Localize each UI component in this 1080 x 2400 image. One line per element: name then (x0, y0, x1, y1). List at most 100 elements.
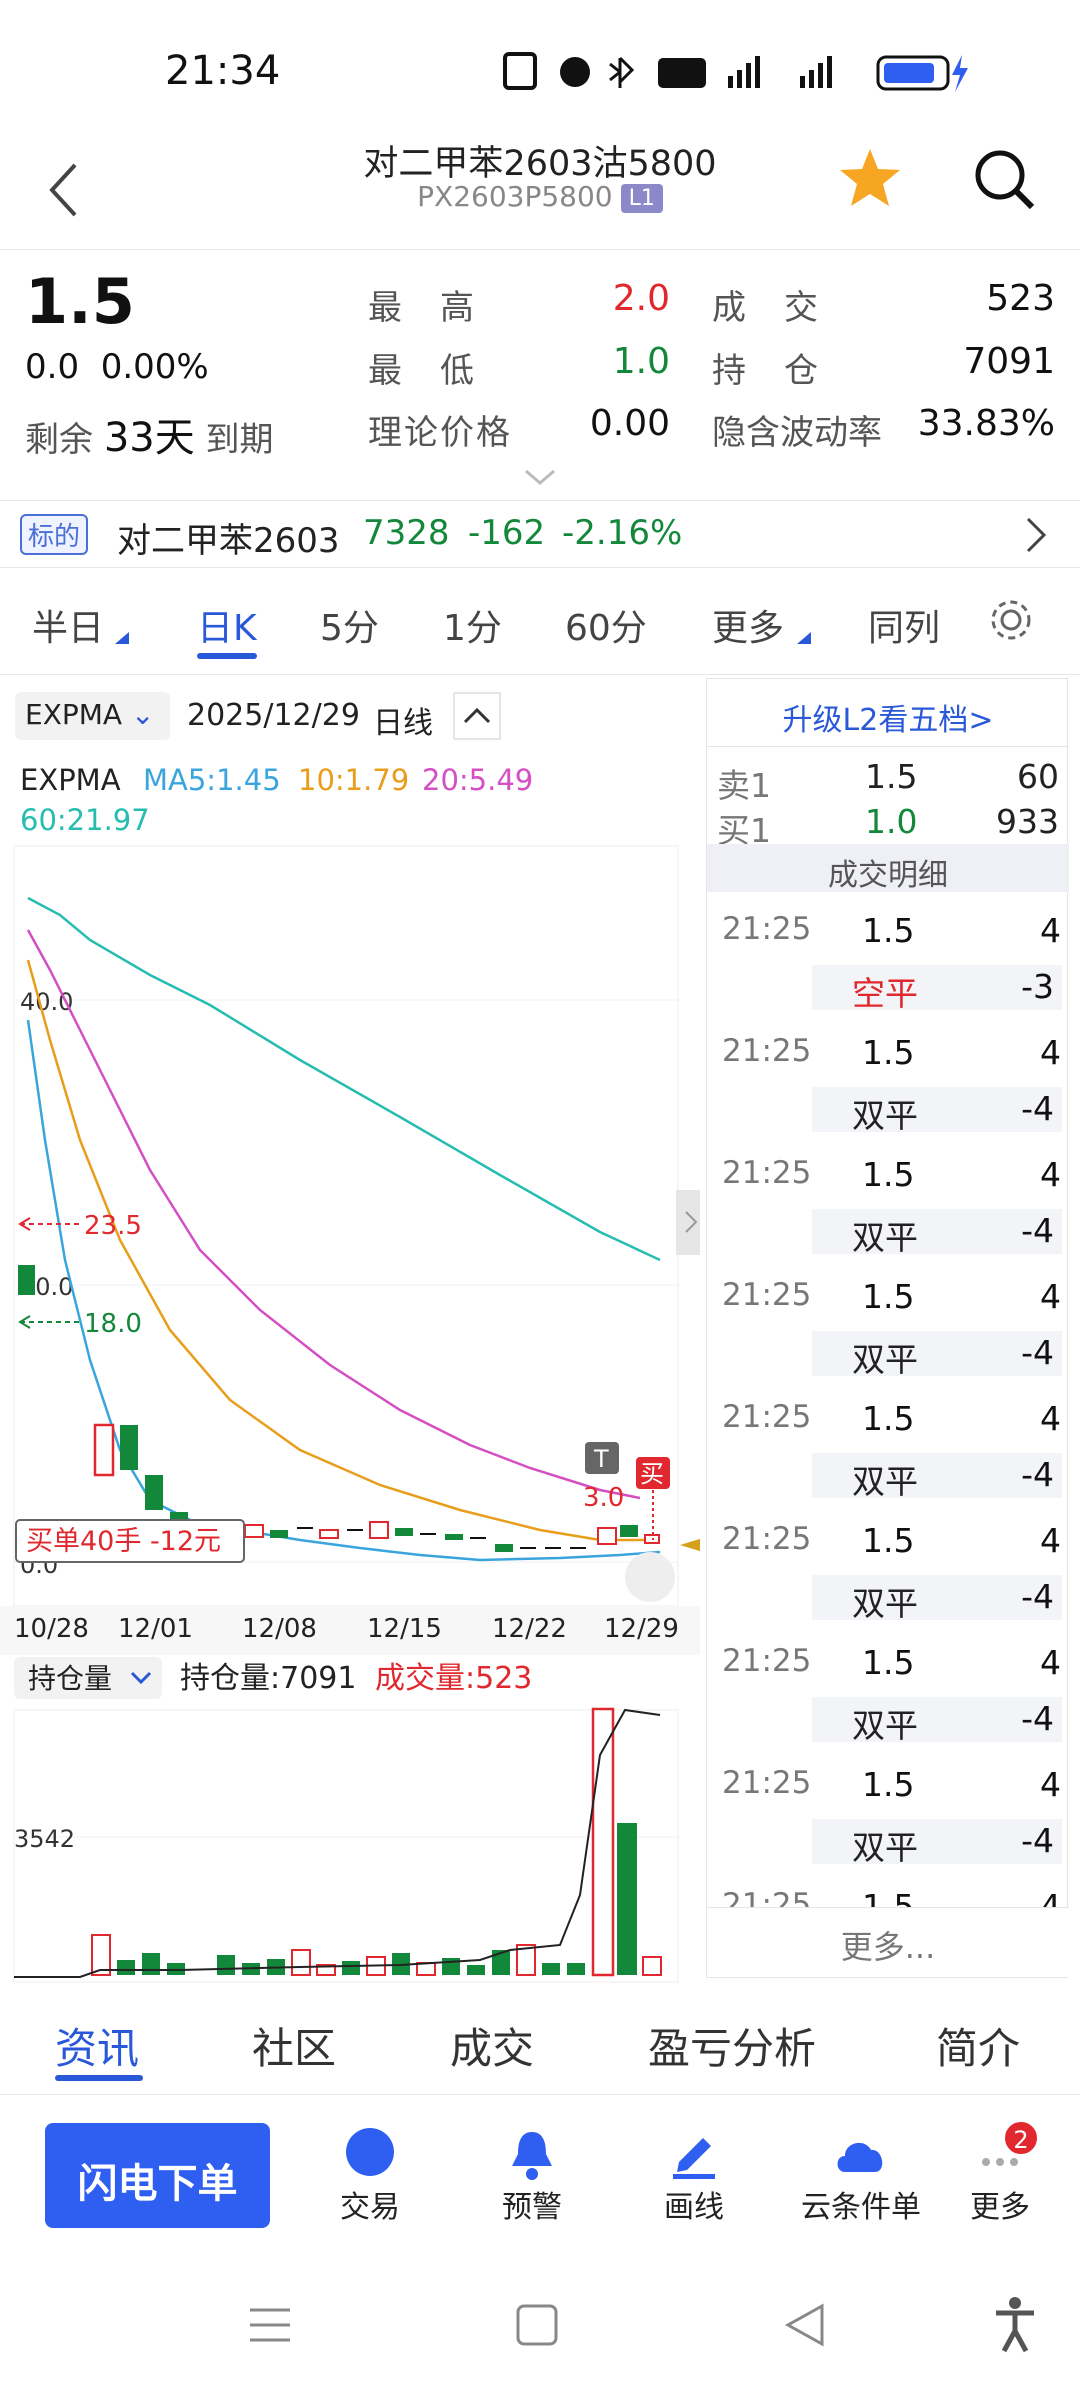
trade-time: 21:25 (722, 911, 812, 947)
x-label: 12/01 (118, 1614, 193, 1644)
trade-price: 1.5 (862, 911, 915, 950)
volume-total: 成交量:523 (375, 1661, 532, 1696)
candle (620, 1525, 638, 1537)
trade-action[interactable]: 交易 (300, 2128, 440, 2226)
ma10-value: 10:1.79 (298, 763, 410, 797)
trade-price: 1.5 (862, 1155, 915, 1194)
trade-qty: 4 (1040, 1399, 1061, 1438)
ma-label: EXPMA (20, 763, 121, 797)
candle (395, 1528, 413, 1536)
back-icon[interactable] (40, 150, 90, 230)
trade-qty: 4 (1040, 911, 1061, 950)
content-tabs: 资讯 社区 成交 盈亏分析 简介 (0, 1995, 1080, 2095)
search-icon[interactable] (970, 145, 1040, 215)
trade-qty: 4 (1040, 1277, 1061, 1316)
collapse-chevron-up-icon[interactable] (453, 692, 501, 740)
draw-action[interactable]: 画线 (624, 2128, 764, 2226)
order-book-panel: 升级L2看五档> 卖1 1.5 60 买1 1.0 933 成交明细 21:25… (706, 678, 1069, 1978)
candle (319, 1529, 339, 1539)
chevron-down-icon: ⌄ (130, 698, 155, 731)
underlying-change-pct: -2.16% (562, 513, 683, 553)
pen-icon (673, 2138, 715, 2179)
sell1-label: 卖1 (717, 766, 771, 805)
candle (93, 1423, 115, 1477)
indicator-selector[interactable]: EXPMA ⌄ (15, 692, 170, 740)
trade-kind-cell: 双平 -4 (812, 1697, 1062, 1745)
trade-icon (346, 2128, 394, 2176)
tab-half-day[interactable]: 半日 (32, 608, 105, 649)
open-interest-chart[interactable]: 持仓量 持仓量:7091 成交量:523 3542 (0, 1655, 700, 1985)
volume-bar (316, 1964, 336, 1976)
more-action[interactable]: 更多 (930, 2128, 1070, 2226)
trade-kind-cell: 双平 -4 (812, 1575, 1062, 1623)
order-note-box[interactable] (15, 1519, 245, 1563)
last-price: 1.5 (25, 265, 135, 338)
tab-daily-k[interactable]: 日K (197, 608, 257, 649)
x-axis-band (0, 1606, 700, 1655)
upgrade-l2-link[interactable]: 升级L2看五档> (707, 679, 1069, 747)
trade-kind-cell: 双平 -4 (812, 1331, 1062, 1379)
trade-kind-cell: 双平 -4 (812, 1819, 1062, 1867)
tab-trades[interactable]: 成交 (450, 2024, 535, 2073)
more-trades-button[interactable]: 更多... (707, 1907, 1069, 1977)
trade-delta: -4 (1021, 1089, 1054, 1128)
draw-label: 画线 (664, 2190, 724, 2225)
volume-bar (516, 1944, 536, 1976)
price-pointer-icon (680, 1538, 700, 1552)
flash-order-button[interactable]: 闪电下单 (45, 2123, 270, 2228)
settings-gear-icon[interactable] (988, 597, 1034, 643)
y-label-40: 40.0 (20, 988, 73, 1016)
volume-bar (342, 1961, 360, 1975)
expiry-info: 剩余 33天 到期 (25, 405, 274, 463)
tab-news[interactable]: 资讯 (55, 2024, 140, 2073)
kline-chart[interactable]: 40.0 20.0 0.0 23.5 18.0 T 3.0 买 买单40手 -1… (0, 840, 700, 1655)
tab-profile[interactable]: 简介 (936, 2024, 1021, 2073)
t-marker[interactable] (585, 1442, 619, 1474)
menu-icon[interactable] (245, 2300, 295, 2350)
volume-bar (567, 1963, 585, 1975)
volume-bar (142, 1953, 160, 1975)
volume-value: 523 (986, 278, 1055, 319)
favorite-star-icon[interactable] (838, 145, 902, 209)
candle (145, 1475, 163, 1510)
accessibility-icon[interactable] (990, 2295, 1040, 2355)
ma60-line (27, 896, 661, 1262)
tab-community[interactable]: 社区 (252, 2024, 337, 2073)
candle (120, 1425, 138, 1470)
trade-kind: 双平 (852, 1096, 918, 1135)
buy-marker[interactable] (636, 1457, 670, 1489)
tab-1min[interactable]: 1分 (443, 608, 502, 649)
ma20-line (26, 929, 641, 1500)
trade-price: 1.5 (862, 1643, 915, 1682)
candle (445, 1534, 463, 1540)
t-marker-label: T (593, 1445, 609, 1473)
tab-more[interactable]: 更多 (712, 608, 785, 649)
alert-action[interactable]: 预警 (462, 2128, 602, 2226)
cloud-order-action[interactable]: 云条件单 (786, 2128, 936, 2226)
bell-icon (512, 2132, 552, 2180)
sell1-qty: 60 (1017, 757, 1059, 796)
trade-time: 21:25 (722, 1887, 812, 1907)
underlying-row[interactable]: 标的 对二甲苯2603 7328 -162 -2.16% (0, 500, 1080, 568)
tab-5min[interactable]: 5分 (320, 608, 379, 649)
volume-bar (467, 1965, 485, 1975)
back-nav-icon[interactable] (780, 2300, 830, 2350)
tab-60min[interactable]: 60分 (565, 608, 647, 649)
candle (597, 1527, 617, 1545)
fullscreen-icon[interactable] (625, 1552, 675, 1602)
trade-kind: 双平 (852, 1340, 918, 1379)
chart-date: 2025/12/29 (187, 698, 360, 733)
tab-pnl-analysis[interactable]: 盈亏分析 (648, 2024, 817, 2073)
trade-row: 21:25 1.5 4 双平 -4 (707, 1019, 1069, 1141)
level-badge: L1 (620, 183, 663, 213)
expand-chevron-icon[interactable] (522, 467, 558, 487)
trade-row: 21:25 1.5 4 双平 -4 (707, 1751, 1069, 1873)
status-icons (503, 52, 968, 92)
home-icon[interactable] (512, 2300, 562, 2350)
alert-label: 预警 (502, 2190, 562, 2225)
oi-selector[interactable] (14, 1657, 162, 1699)
trade-kind: 空平 (852, 974, 918, 1013)
candle (18, 1265, 35, 1295)
trade-price: 1.5 (862, 1765, 915, 1804)
tab-same-series[interactable]: 同列 (868, 608, 941, 649)
